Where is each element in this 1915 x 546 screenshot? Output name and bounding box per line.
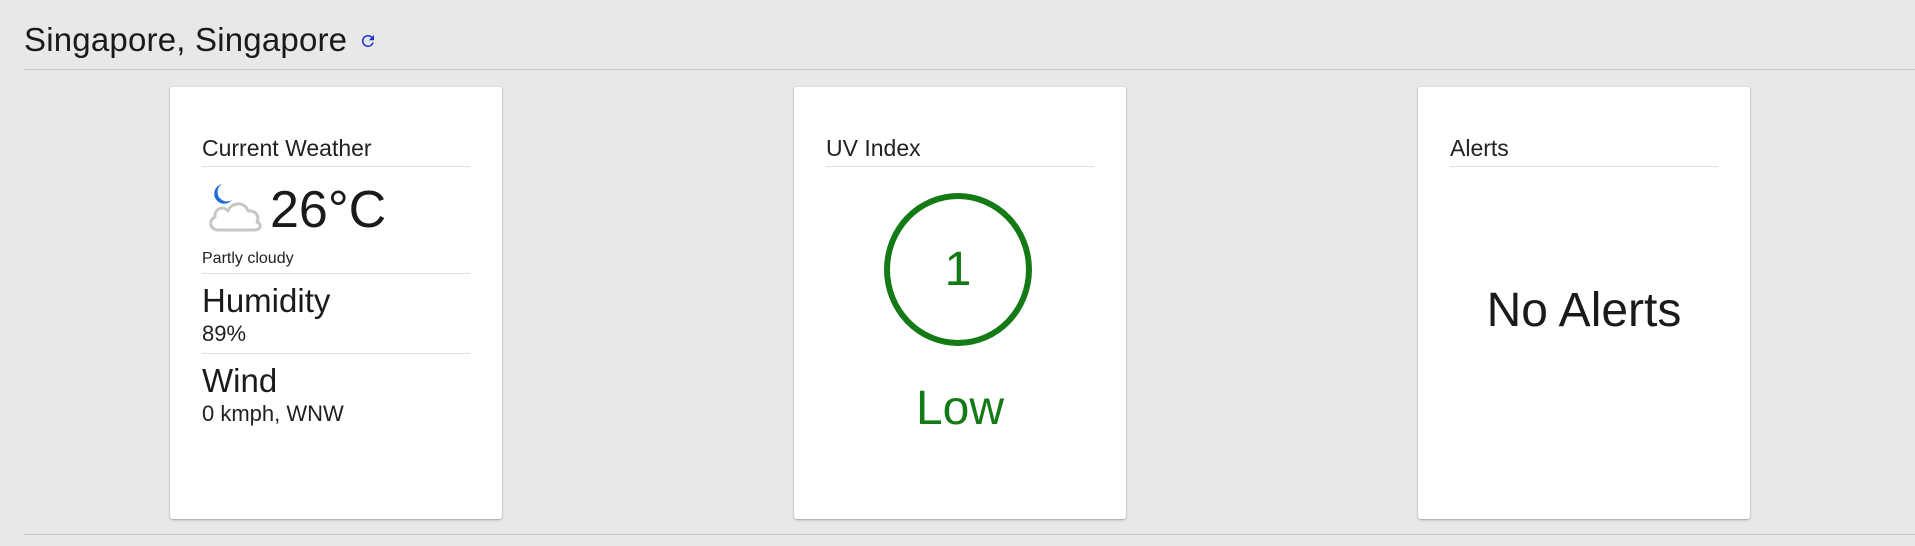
header-divider (24, 69, 1915, 70)
location-header: Singapore, Singapore (24, 18, 379, 62)
humidity-label: Humidity (202, 282, 331, 319)
location-title: Singapore, Singapore (24, 21, 348, 58)
wind-block: Wind 0 kmph, WNW (202, 354, 470, 433)
wind-label: Wind (202, 362, 278, 399)
humidity-block: Humidity 89% (202, 274, 470, 354)
no-alerts-message: No Alerts (1486, 284, 1682, 337)
footer-divider (24, 534, 1915, 535)
uv-index-value: 1 (944, 242, 972, 296)
uv-index-title: UV Index (826, 135, 1094, 167)
uv-index-ring: 1 (884, 193, 1032, 346)
condition-text: Partly cloudy (202, 249, 470, 274)
current-weather-card: Current Weather 26°C Partly cloudy Humid… (170, 87, 502, 519)
temperature: 26°C (270, 181, 387, 239)
refresh-icon (362, 35, 375, 47)
wind-value: 0 kmph, WNW (202, 401, 344, 426)
humidity-value: 89% (202, 321, 247, 346)
current-weather-title: Current Weather (202, 135, 470, 167)
current-conditions: 26°C (202, 179, 470, 241)
uv-index-card: UV Index 1 Low (794, 87, 1126, 519)
uv-level-text: Low (915, 382, 1005, 435)
refresh-button[interactable] (357, 30, 379, 52)
partly-cloudy-night-icon (209, 184, 262, 232)
alerts-card: Alerts No Alerts (1418, 87, 1750, 519)
alerts-title: Alerts (1450, 135, 1718, 167)
